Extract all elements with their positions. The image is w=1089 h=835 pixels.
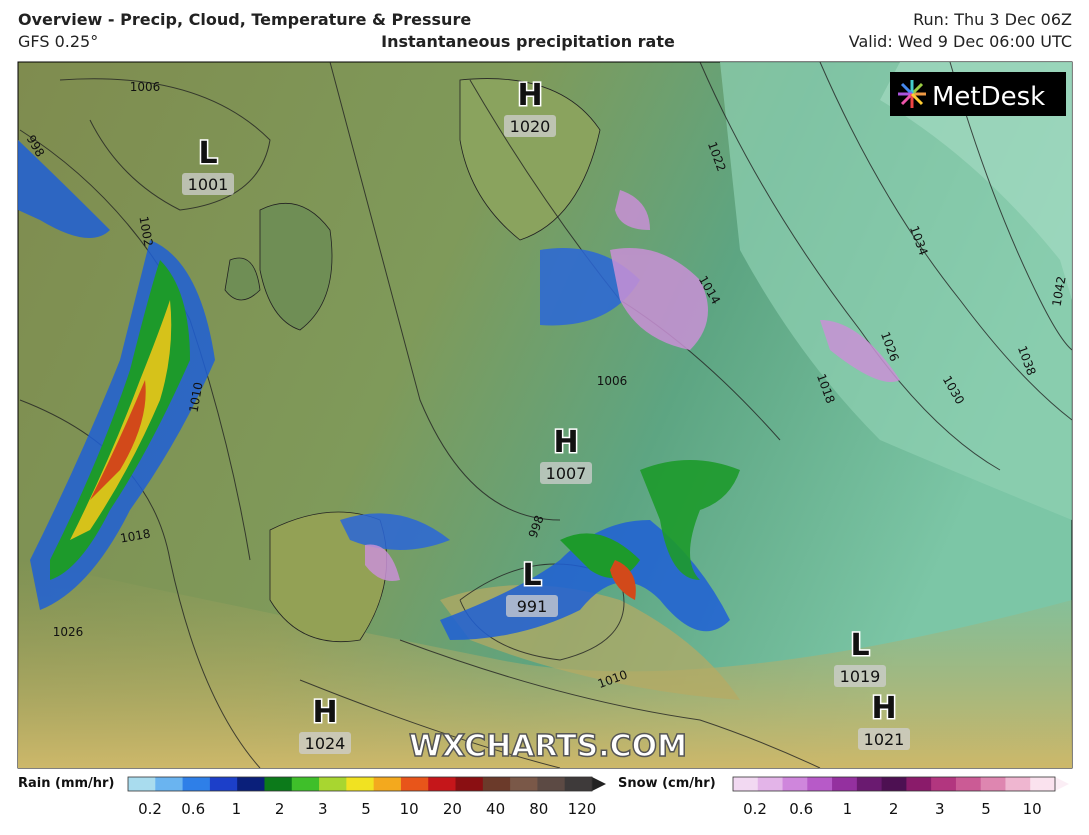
legend-swatch (182, 777, 211, 791)
legend-swatch (906, 777, 932, 791)
isobar-label: 1010 (187, 381, 206, 414)
legend-swatch (482, 777, 511, 791)
legend-swatch (564, 777, 593, 791)
legend-swatch (264, 777, 293, 791)
rain-tick-label: 80 (529, 800, 548, 818)
center-letter: H (312, 695, 337, 730)
watermark: WXCHARTS.COM (409, 729, 687, 764)
legend-swatch (807, 777, 833, 791)
rain-tick-label: 5 (361, 800, 371, 818)
pressure-centers: H 1020 L 1001 H 1007 L 991 H 1024 L 1019 H 1021 (182, 77, 910, 754)
legend-swatch (455, 777, 484, 791)
legend-swatch (346, 777, 375, 791)
center-box (540, 462, 592, 484)
rain-tick-label: 0.6 (181, 800, 205, 818)
valid-time: Valid: Wed 9 Dec 06:00 UTC (849, 32, 1072, 51)
legend-swatch (428, 777, 457, 791)
rain-tick-label: 3 (318, 800, 328, 818)
isobar-label: 1002 (136, 215, 155, 248)
snow-tick-label: 0.6 (789, 800, 813, 818)
snow-tick-label: 2 (889, 800, 899, 818)
center-letter: H (553, 425, 578, 460)
legend-swatch (832, 777, 858, 791)
legend-swatch (400, 777, 429, 791)
center-value: 1021 (864, 730, 905, 749)
snow-areas (365, 190, 900, 581)
legend-arrow (592, 777, 606, 791)
legend: Rain (mm/hr) Snow (cm/hr) 0.2 0.6 1 2 3 5 10 20… (18, 776, 1069, 818)
legend-swatch (537, 777, 566, 791)
logo-icon (898, 80, 926, 108)
legend-swatch (733, 777, 759, 791)
center-value: 1024 (305, 734, 346, 753)
legend-swatch (856, 777, 883, 791)
snow-tick-label: 10 (1023, 800, 1042, 818)
map: H 1020 L 1001 H 1007 L 991 H 1024 L 1019 H 1021 1006 9… (17, 61, 1073, 769)
legend-swatch (955, 777, 982, 791)
legend-frame (127, 776, 593, 792)
legend-swatch (373, 777, 402, 791)
isobar-label: 1006 (597, 374, 628, 388)
legend-swatch (782, 777, 808, 791)
center-letter: L (850, 628, 869, 663)
legend-swatch (209, 777, 238, 791)
legend-swatch (237, 777, 265, 791)
center-value: 1001 (188, 175, 229, 194)
center-value: 1007 (546, 464, 587, 483)
snow-tick-label: 5 (981, 800, 991, 818)
center-letter: L (198, 136, 217, 171)
center-box (504, 115, 556, 137)
legend-swatch (510, 777, 538, 791)
center-value: 991 (517, 597, 548, 616)
snow-tick-label: 0.2 (743, 800, 767, 818)
model: GFS 0.25° (18, 32, 98, 51)
legend-swatch (1005, 777, 1031, 791)
rain-tick-label: 120 (568, 800, 597, 818)
snow-tick-label: 1 (843, 800, 853, 818)
center-box (299, 732, 351, 754)
legend-arrow (1055, 777, 1069, 791)
rain-tick-label: 10 (400, 800, 419, 818)
center-box (182, 173, 234, 195)
center-value: 1019 (840, 667, 881, 686)
rain-tick-label: 20 (443, 800, 462, 818)
center-box (506, 595, 558, 617)
center-letter: L (522, 558, 541, 593)
legend-swatch (128, 777, 156, 791)
isobars (19, 61, 1073, 769)
legend-swatch (319, 777, 347, 791)
legend-swatch (291, 777, 320, 791)
isobar-label: 1006 (130, 80, 161, 94)
rain-tick-label: 2 (275, 800, 285, 818)
isobar-label: 1026 (53, 625, 84, 639)
legend-swatch (757, 777, 784, 791)
legend-swatch (1030, 777, 1056, 791)
center-box (834, 665, 886, 687)
legend-swatch (155, 777, 184, 791)
isobar-label: 1018 (119, 527, 152, 546)
subtitle: Instantaneous precipitation rate (381, 32, 675, 51)
snow-legend-title: Snow (cm/hr) (618, 776, 716, 791)
run-time: Run: Thu 3 Dec 06Z (913, 10, 1072, 29)
center-value: 1020 (510, 117, 551, 136)
rain-tick-label: 1 (232, 800, 242, 818)
center-box (858, 728, 910, 750)
rain-tick-label: 0.2 (138, 800, 162, 818)
snow-tick-label: 3 (935, 800, 945, 818)
legend-swatch (931, 777, 957, 791)
title: Overview - Precip, Cloud, Temperature & … (18, 10, 471, 29)
rain-tick-label: 40 (486, 800, 505, 818)
center-letter: H (871, 691, 896, 726)
isobar-label: 1042 (1050, 275, 1069, 308)
rain-legend-title: Rain (mm/hr) (18, 776, 114, 791)
rain-bands (18, 140, 740, 640)
legend-swatch (881, 777, 907, 791)
center-letter: H (517, 78, 542, 113)
legend-swatch (980, 777, 1006, 791)
legend-frame (732, 776, 1056, 792)
logo-text: MetDesk (932, 82, 1045, 112)
